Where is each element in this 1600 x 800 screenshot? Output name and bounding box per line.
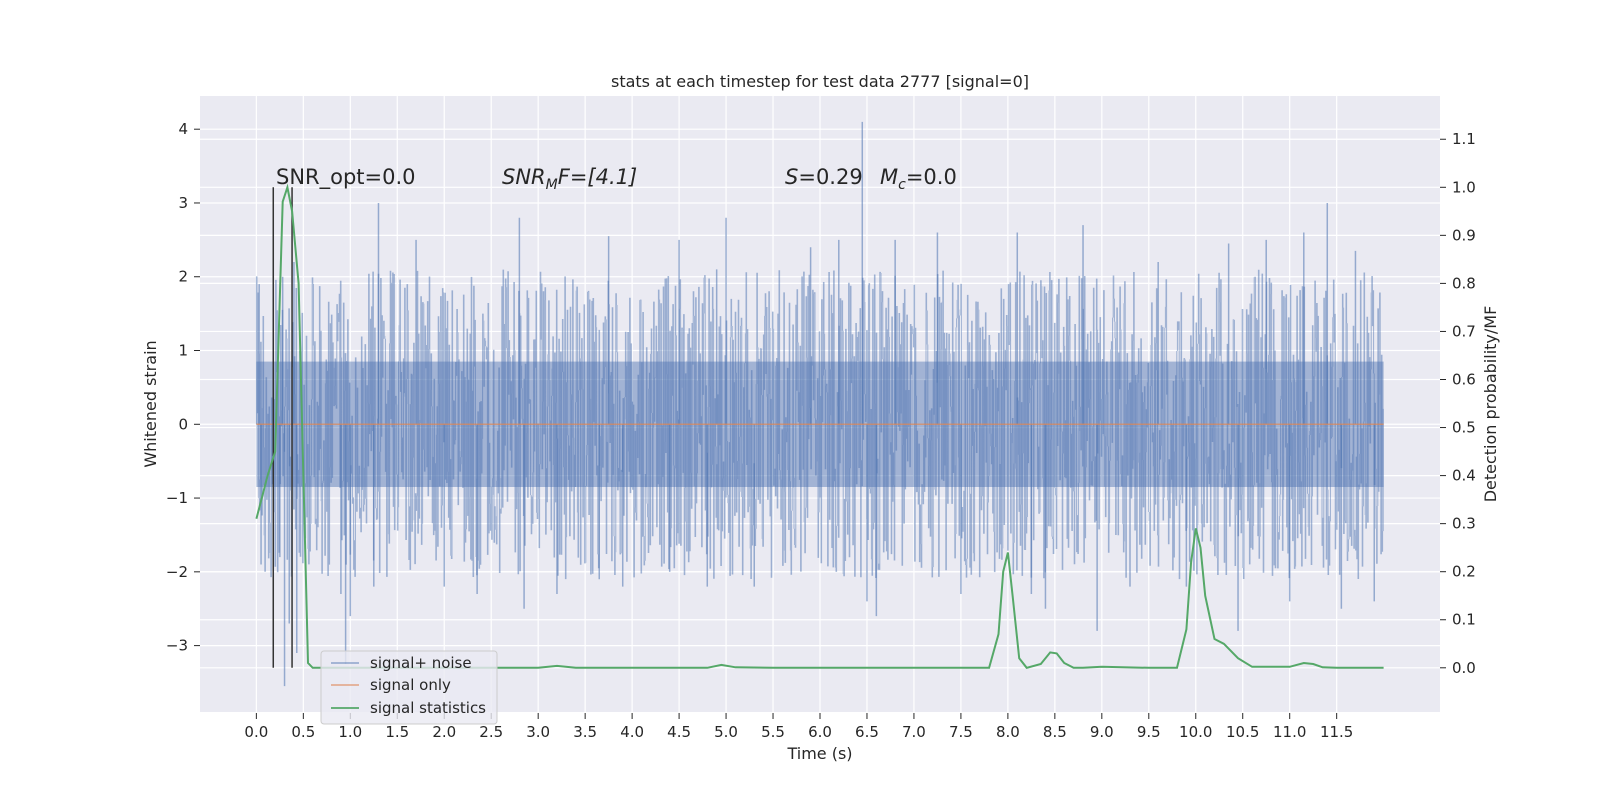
y-tick-label: 1	[178, 342, 188, 360]
x-tick-label: 4.5	[667, 723, 691, 741]
x-tick-label: 5.0	[714, 723, 738, 741]
x-tick-label: 3.0	[526, 723, 550, 741]
annotation-snr-opt: SNR_opt=0.0	[276, 165, 416, 190]
x-tick-label: 0.0	[244, 723, 268, 741]
annotation-group: SNR_opt=0.0 SNRMF=[4.1] S=0.29 Mc=0.0	[276, 165, 957, 193]
s-symbol: S	[785, 165, 798, 189]
marker-lines	[272, 187, 293, 668]
x-tick-label: 5.5	[761, 723, 785, 741]
mc-sub: c	[898, 177, 906, 193]
chart-title: stats at each timestep for test data 277…	[611, 72, 1029, 91]
x-tick-label: 8.0	[996, 723, 1020, 741]
y-tick-label: −1	[166, 489, 188, 507]
y2-tick-label: 1.1	[1452, 130, 1476, 148]
y2-tick-label: 0.3	[1452, 515, 1476, 533]
annotation-mc: Mc=0.0	[880, 165, 957, 193]
snr-mf-suffix: F=[4.1]	[558, 165, 637, 189]
x-tick-label: 7.0	[902, 723, 926, 741]
y-tick-label: 0	[178, 415, 188, 433]
x-tick-label: 4.0	[620, 723, 644, 741]
legend-box	[320, 650, 498, 725]
y2-tick-label: 0.1	[1452, 611, 1476, 629]
mc-symbol: M	[880, 165, 898, 189]
legend-label-statistics: signal statistics	[370, 699, 486, 717]
x-tick-label: 0.5	[291, 723, 315, 741]
x-tick-label: 2.5	[479, 723, 503, 741]
y-tick-label: 4	[178, 120, 188, 138]
y2-tick-label: 1.0	[1452, 178, 1476, 196]
snr-mf-sub: M	[546, 177, 558, 193]
x-tick-label: 1.0	[338, 723, 362, 741]
x-tick-label: 9.5	[1137, 723, 1161, 741]
x-tick-label: 9.0	[1090, 723, 1114, 741]
axes: 0.0 0.5 1.0 1.5 2.0 2.5 3.0 3.5 4.0 4.5 5.0 5.5 6.0 6…	[166, 120, 1476, 741]
legend-label-signal: signal only	[370, 676, 451, 694]
y-tick-label: −2	[166, 563, 188, 581]
x-tick-label: 2.0	[432, 723, 456, 741]
y2-tick-label: 0.9	[1452, 226, 1476, 244]
x-tick-label: 3.5	[573, 723, 597, 741]
x-tick-label: 11.5	[1320, 723, 1353, 741]
y2-tick-label: 0.5	[1452, 419, 1476, 437]
y2-tick-label: 0.4	[1452, 467, 1476, 485]
x-tick-label: 1.5	[385, 723, 409, 741]
y2-axis-label: Detection probability/MF	[1481, 306, 1500, 503]
y-tick-label: −3	[166, 637, 188, 655]
noise-line	[255, 269, 1384, 580]
y-tick-label: 2	[178, 268, 188, 286]
mc-value: =0.0	[906, 165, 957, 189]
x-tick-label: 8.5	[1043, 723, 1067, 741]
annotation-snr-mf: SNRMF=[4.1]	[502, 165, 637, 193]
x-tick-label: 10.5	[1226, 723, 1259, 741]
y2-tick-label: 0.8	[1452, 274, 1476, 292]
y-tick-label: 3	[178, 194, 188, 212]
x-tick-label: 7.5	[949, 723, 973, 741]
annotation-s: S=0.29	[785, 165, 863, 189]
x-tick-label: 6.5	[855, 723, 879, 741]
y-axis-label: Whitened strain	[141, 340, 160, 467]
snr-mf-prefix: SNR	[502, 165, 546, 189]
x-tick-label: 10.0	[1179, 723, 1212, 741]
x-axis-label: Time (s)	[786, 744, 852, 763]
y2-tick-label: 0.0	[1452, 659, 1476, 677]
legend-label-noise: signal+ noise	[370, 654, 472, 672]
x-tick-label: 6.0	[808, 723, 832, 741]
s-value: =0.29	[798, 165, 862, 189]
x-tick-label: 11.0	[1273, 723, 1306, 741]
legend: signal+ noise signal only signal statist…	[320, 650, 498, 725]
y2-tick-label: 0.6	[1452, 370, 1476, 388]
y2-tick-label: 0.7	[1452, 322, 1476, 340]
y2-tick-label: 0.2	[1452, 563, 1476, 581]
